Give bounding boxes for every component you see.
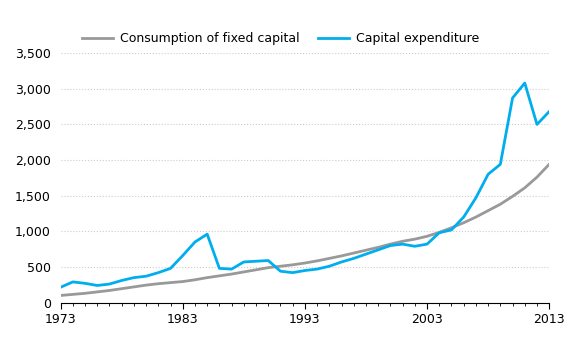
Consumption of fixed capital	[216, 274, 223, 278]
Consumption of fixed capital	[289, 263, 296, 267]
Consumption of fixed capital	[338, 254, 345, 258]
Line: Capital expenditure: Capital expenditure	[60, 83, 549, 287]
Capital expenditure	[546, 109, 553, 114]
Legend: Consumption of fixed capital, Capital expenditure: Consumption of fixed capital, Capital ex…	[77, 27, 484, 50]
Capital expenditure	[70, 280, 77, 284]
Capital expenditure	[94, 283, 101, 287]
Consumption of fixed capital	[497, 202, 504, 206]
Consumption of fixed capital	[326, 256, 333, 261]
Capital expenditure	[228, 267, 235, 271]
Consumption of fixed capital	[277, 264, 284, 268]
Consumption of fixed capital	[411, 237, 418, 241]
Consumption of fixed capital	[155, 282, 162, 286]
Capital expenditure	[473, 196, 480, 200]
Capital expenditure	[326, 264, 333, 268]
Consumption of fixed capital	[143, 283, 150, 287]
Capital expenditure	[387, 243, 394, 248]
Capital expenditure	[302, 268, 309, 272]
Capital expenditure	[264, 258, 271, 263]
Consumption of fixed capital	[191, 278, 198, 282]
Capital expenditure	[155, 271, 162, 275]
Capital expenditure	[204, 232, 211, 236]
Capital expenditure	[277, 269, 284, 273]
Capital expenditure	[448, 228, 455, 232]
Capital expenditure	[375, 248, 382, 252]
Consumption of fixed capital	[228, 272, 235, 276]
Consumption of fixed capital	[302, 261, 309, 265]
Consumption of fixed capital	[70, 292, 77, 296]
Capital expenditure	[57, 285, 64, 289]
Consumption of fixed capital	[473, 215, 480, 219]
Consumption of fixed capital	[94, 290, 101, 294]
Capital expenditure	[399, 242, 406, 246]
Consumption of fixed capital	[423, 234, 430, 238]
Consumption of fixed capital	[375, 245, 382, 249]
Capital expenditure	[240, 260, 247, 264]
Consumption of fixed capital	[264, 266, 271, 270]
Capital expenditure	[423, 242, 430, 246]
Capital expenditure	[191, 240, 198, 244]
Capital expenditure	[314, 267, 321, 271]
Capital expenditure	[509, 96, 516, 100]
Capital expenditure	[521, 81, 528, 85]
Capital expenditure	[534, 122, 541, 127]
Capital expenditure	[362, 252, 369, 256]
Capital expenditure	[118, 279, 125, 283]
Capital expenditure	[350, 256, 357, 261]
Capital expenditure	[485, 172, 492, 176]
Consumption of fixed capital	[448, 226, 455, 230]
Capital expenditure	[252, 259, 259, 263]
Capital expenditure	[460, 215, 467, 219]
Capital expenditure	[82, 281, 89, 285]
Consumption of fixed capital	[252, 268, 259, 272]
Consumption of fixed capital	[82, 291, 89, 295]
Capital expenditure	[106, 282, 113, 286]
Consumption of fixed capital	[179, 280, 186, 284]
Consumption of fixed capital	[534, 175, 541, 179]
Consumption of fixed capital	[118, 287, 125, 291]
Consumption of fixed capital	[350, 251, 357, 255]
Consumption of fixed capital	[485, 209, 492, 213]
Capital expenditure	[338, 260, 345, 264]
Consumption of fixed capital	[399, 239, 406, 243]
Capital expenditure	[216, 266, 223, 270]
Capital expenditure	[167, 266, 174, 270]
Consumption of fixed capital	[521, 186, 528, 190]
Consumption of fixed capital	[509, 194, 516, 198]
Consumption of fixed capital	[546, 162, 553, 166]
Consumption of fixed capital	[57, 293, 64, 297]
Consumption of fixed capital	[106, 288, 113, 293]
Line: Consumption of fixed capital: Consumption of fixed capital	[60, 164, 549, 295]
Capital expenditure	[436, 231, 443, 235]
Capital expenditure	[143, 274, 150, 278]
Capital expenditure	[289, 271, 296, 275]
Consumption of fixed capital	[436, 230, 443, 234]
Capital expenditure	[411, 244, 418, 248]
Consumption of fixed capital	[460, 221, 467, 225]
Consumption of fixed capital	[387, 242, 394, 246]
Capital expenditure	[130, 276, 137, 280]
Consumption of fixed capital	[204, 276, 211, 280]
Consumption of fixed capital	[362, 248, 369, 252]
Capital expenditure	[497, 162, 504, 166]
Consumption of fixed capital	[167, 281, 174, 285]
Capital expenditure	[179, 253, 186, 257]
Consumption of fixed capital	[314, 259, 321, 263]
Consumption of fixed capital	[240, 270, 247, 274]
Consumption of fixed capital	[130, 285, 137, 289]
